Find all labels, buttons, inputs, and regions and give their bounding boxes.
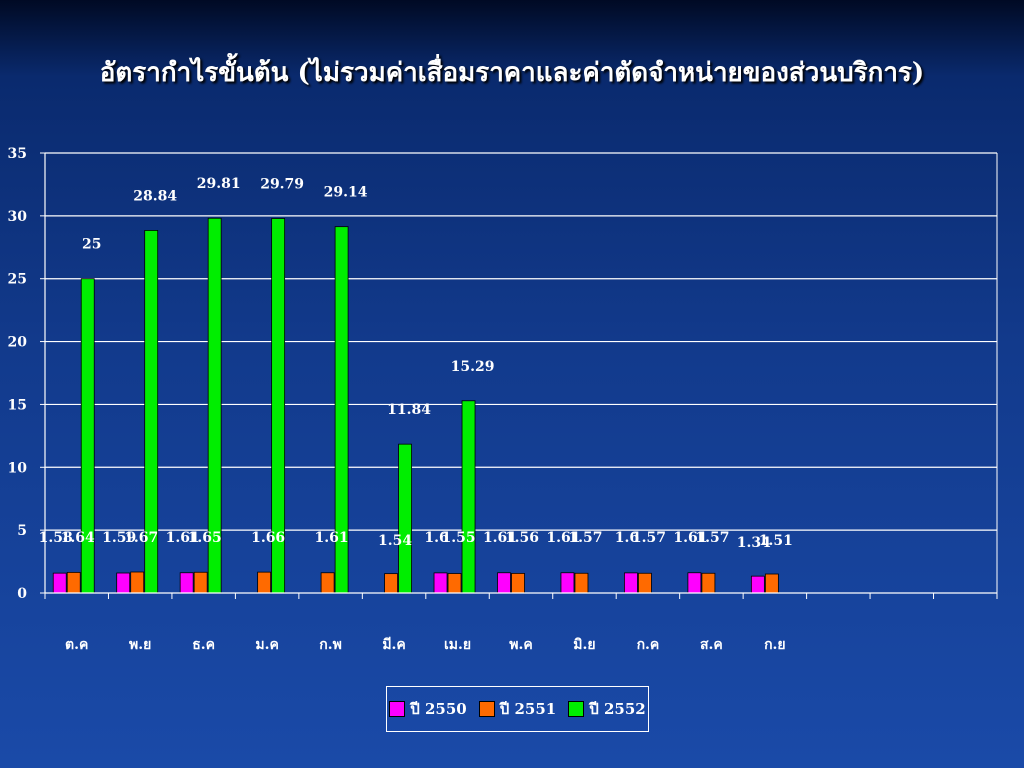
bar-ปี-2551-1 <box>130 571 145 594</box>
legend-item-2552: ปี 2552 <box>568 697 646 721</box>
data-label: 1.55 <box>441 530 475 546</box>
data-label: 1.6 <box>615 530 639 546</box>
legend-item-2551: ปี 2551 <box>478 697 557 721</box>
bar-ปี-2550-9 <box>624 572 638 594</box>
bar-ปี-2552-5 <box>398 443 412 594</box>
bar-ปี-2551-7 <box>511 572 525 594</box>
x-tick-label: พ.ค <box>509 637 532 653</box>
data-label: 25 <box>82 237 101 253</box>
y-tick-label: 0 <box>17 586 27 602</box>
bar-ปี-2551-3 <box>257 571 272 594</box>
data-label: 29.81 <box>197 176 241 192</box>
legend-swatch-2551 <box>478 701 495 717</box>
x-tick-label: เม.ย <box>444 637 471 653</box>
data-labels: 1.58 1.59 1.61 1.6 1.61 1.61 1.6 1.61 1.34 1.64 1.… <box>39 176 793 551</box>
data-label: 1.67 <box>124 530 158 546</box>
bar-ปี-2550-11 <box>750 575 765 594</box>
y-tick-label: 25 <box>8 272 27 288</box>
data-label: 1.59 <box>102 530 136 546</box>
data-label: 1.54 <box>378 533 412 549</box>
bars <box>52 217 779 594</box>
x-tick-label: ธ.ค <box>192 637 215 653</box>
data-label: 1.56 <box>505 530 539 546</box>
data-label: 1.64 <box>61 530 95 546</box>
x-tick-label: ส.ค <box>700 637 723 653</box>
x-tick-label: มิ.ย <box>573 637 595 653</box>
legend-label-2551: ปี 2551 <box>499 700 557 718</box>
y-tick-label: 20 <box>8 335 28 351</box>
legend-item-2550: ปี 2550 <box>389 697 467 721</box>
bar-ปี-2550-7 <box>497 572 511 594</box>
data-label: 1.61 <box>315 530 349 546</box>
x-tick-label: ก.ย <box>764 637 786 653</box>
y-tick-label: 35 <box>8 146 27 162</box>
bar-ปี-2550-0 <box>52 572 67 594</box>
x-tick-label: ต.ค <box>65 637 88 653</box>
legend-label-2552: ปี 2552 <box>589 700 646 718</box>
legend-swatch-2552 <box>568 701 585 717</box>
data-label: 1.57 <box>695 530 729 546</box>
bar-ปี-2550-8 <box>560 572 575 594</box>
data-label: 15.29 <box>451 359 495 375</box>
data-label: 29.14 <box>324 185 368 201</box>
data-label: 1.51 <box>759 533 793 549</box>
x-tick-label: ก.ค <box>637 637 660 653</box>
bar-ปี-2551-5 <box>384 573 398 594</box>
y-tick-label: 15 <box>8 397 27 413</box>
bar-ปี-2551-11 <box>764 573 779 594</box>
data-label: 1.6 <box>424 530 448 546</box>
legend: ปี 2550 ปี 2551 ปี 2552 <box>386 686 649 732</box>
data-label: 29.79 <box>260 176 304 192</box>
bar-ปี-2550-10 <box>687 572 702 594</box>
x-tick-label: ม.ค <box>255 637 278 653</box>
x-tick-label: ก.พ <box>319 637 342 653</box>
data-label: 1.57 <box>568 530 602 546</box>
y-tick-label: 30 <box>8 209 28 225</box>
bar-ปี-2550-6 <box>433 572 448 594</box>
bar-ปี-2551-10 <box>701 572 716 594</box>
data-label: 1.61 <box>673 530 707 546</box>
data-label: 1.61 <box>483 530 517 546</box>
axes: 0 5 10 15 20 25 30 35 ต.ค พ.ย ธ.ค ม.ค ก.พ มี.ค เม.ย พ.ค… <box>8 146 998 653</box>
bar-ปี-2550-1 <box>116 572 131 594</box>
x-tick-label: พ.ย <box>129 637 151 653</box>
data-label: 1.34 <box>737 535 771 551</box>
data-label: 11.84 <box>387 402 431 418</box>
bar-ปี-2551-0 <box>66 571 81 594</box>
chart-title: อัตรากำไรขั้นต้น (ไม่รวมค่าเสื่อมราคาและ… <box>99 58 925 88</box>
data-label: 1.58 <box>39 530 73 546</box>
data-label: 1.61 <box>546 530 580 546</box>
y-tick-label: 5 <box>17 523 27 539</box>
data-label: 1.66 <box>251 530 285 546</box>
data-label: 28.84 <box>133 188 177 204</box>
bar-ปี-2552-6 <box>461 400 476 594</box>
bar-ปี-2550-2 <box>179 572 194 594</box>
bar-ปี-2551-2 <box>193 571 208 594</box>
y-tick-label: 10 <box>8 460 28 476</box>
legend-swatch-2550 <box>389 701 406 717</box>
data-label: 1.61 <box>166 530 200 546</box>
bar-ปี-2551-8 <box>574 572 589 594</box>
data-label: 1.57 <box>632 530 666 546</box>
bar-ปี-2551-4 <box>320 572 335 594</box>
bar-ปี-2551-9 <box>638 572 652 594</box>
bar-ปี-2551-6 <box>447 573 462 594</box>
legend-label-2550: ปี 2550 <box>410 700 467 718</box>
grid-lines <box>45 152 997 531</box>
x-tick-label: มี.ค <box>382 637 405 653</box>
data-label: 1.65 <box>188 530 222 546</box>
